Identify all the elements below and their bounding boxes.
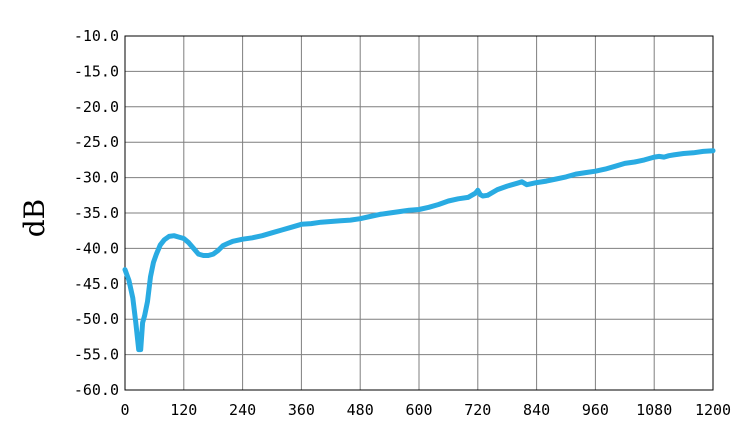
grid-lines: [125, 36, 713, 390]
x-tick-label: 0: [120, 401, 129, 419]
x-tick-label: 1080: [636, 401, 672, 419]
y-axis-tick-labels: -10.0 -15.0 -20.0 -25.0 -30.0 -35.0 -40.0 -45.0…: [74, 27, 119, 399]
x-tick-label: 120: [170, 401, 197, 419]
y-tick-label: -45.0: [74, 275, 119, 293]
x-tick-label: 720: [464, 401, 491, 419]
x-tick-label: 480: [347, 401, 374, 419]
x-tick-label: 600: [405, 401, 432, 419]
y-tick-label: -40.0: [74, 239, 119, 257]
y-axis-label: dB: [18, 199, 51, 238]
y-tick-label: -15.0: [74, 62, 119, 80]
x-tick-label: 960: [582, 401, 609, 419]
y-tick-label: -30.0: [74, 169, 119, 187]
x-axis-tick-labels: 0 120 240 360 480 600 720 840 960 1080 1200: [120, 401, 731, 419]
y-tick-label: -55.0: [74, 346, 119, 364]
x-tick-label: 240: [229, 401, 256, 419]
x-tick-label: 360: [288, 401, 315, 419]
y-tick-label: -35.0: [74, 204, 119, 222]
y-tick-label: -20.0: [74, 98, 119, 116]
x-tick-label: 840: [523, 401, 550, 419]
series-line: [122, 148, 716, 353]
series-group: [122, 148, 716, 353]
y-tick-label: -10.0: [74, 27, 119, 45]
y-tick-label: -60.0: [74, 381, 119, 399]
y-tick-label: -50.0: [74, 310, 119, 328]
x-tick-label: 1200: [695, 401, 731, 419]
plot-area-border: [124, 35, 714, 391]
y-tick-label: -25.0: [74, 133, 119, 151]
